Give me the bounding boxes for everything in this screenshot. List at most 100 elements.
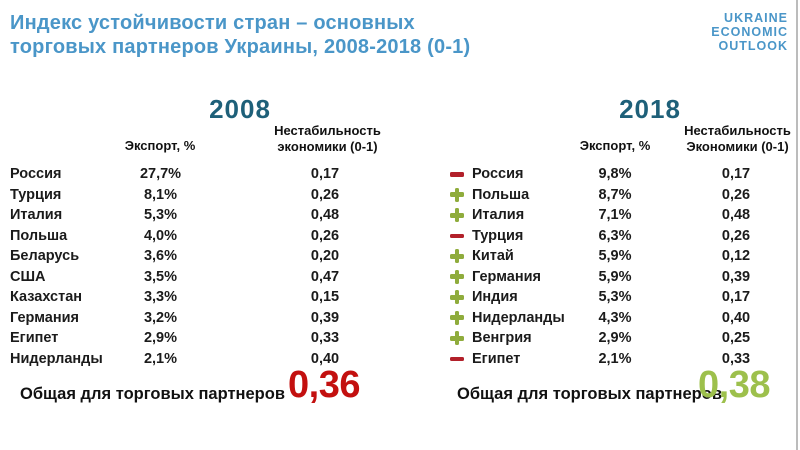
cell-instability: 0,17 — [721, 289, 751, 306]
cell-instability: 0,15 — [310, 289, 340, 306]
cell-country: Турция — [472, 227, 524, 244]
cell-export: 5,3% — [598, 289, 632, 306]
cell-export: 8,7% — [598, 186, 632, 203]
cell-export: 2,9% — [143, 330, 178, 347]
cell-export: 8,1% — [143, 186, 178, 203]
minus-icon — [450, 167, 464, 181]
logo-line-1: UKRAINE — [724, 11, 788, 25]
cell-country: Казахстан — [10, 289, 83, 306]
plus-icon — [450, 331, 464, 346]
cell-instability: 0,17 — [310, 166, 340, 183]
cell-instability: 0,20 — [310, 248, 340, 265]
cell-instability: 0,26 — [310, 186, 340, 203]
table-row: Италия 5,3% 0,48 — [10, 205, 402, 226]
cell-country: Польша — [472, 186, 530, 203]
slide-right-edge — [796, 0, 798, 450]
logo-line-2: ECONOMIC — [711, 25, 788, 39]
table-row: Китай 5,9% 0,12 — [450, 246, 796, 267]
cell-instability: 0,33 — [721, 350, 751, 367]
cell-export: 27,7% — [139, 166, 182, 183]
cell-instability: 0,17 — [721, 166, 751, 183]
table-row: Казахстан 3,3% 0,15 — [10, 287, 402, 308]
table-row: Турция 6,3% 0,26 — [450, 226, 796, 247]
cell-export: 3,5% — [143, 268, 178, 285]
cell-country: Германия — [472, 268, 541, 285]
cell-country: Россия — [472, 166, 524, 183]
cell-country: Нидерланды — [10, 350, 103, 367]
table-row: Египет 2,1% 0,33 — [450, 349, 796, 370]
cell-instability: 0,47 — [310, 268, 340, 285]
cell-country: Египет — [472, 350, 521, 367]
cell-export: 2,1% — [143, 350, 178, 367]
cell-instability: 0,39 — [310, 309, 340, 326]
table-row: Беларусь 3,6% 0,20 — [10, 246, 402, 267]
column-header-instability: Нестабильность экономики (0-1) — [274, 123, 381, 154]
table-2008: 2008 Экспорт, % Нестабильность экономики… — [10, 94, 402, 406]
cell-instability: 0,39 — [721, 268, 751, 285]
cell-export: 4,0% — [143, 227, 178, 244]
cell-instability: 0,40 — [310, 350, 340, 367]
cell-country: Китай — [472, 248, 514, 265]
table-row: Германия 5,9% 0,39 — [450, 267, 796, 288]
table-row: Египет 2,9% 0,33 — [10, 328, 402, 349]
column-header-instability: Нестабильность Экономики (0-1) — [684, 123, 791, 154]
cell-country: Германия — [10, 309, 79, 326]
cell-instability: 0,40 — [721, 309, 751, 326]
plus-icon — [450, 249, 464, 264]
cell-country: Венгрия — [472, 330, 532, 347]
title-line-1: Индекс устойчивости стран – основных — [10, 12, 415, 34]
table-row: Россия 9,8% 0,17 — [450, 164, 796, 185]
cell-export: 7,1% — [598, 207, 632, 224]
table-row: Германия 3,2% 0,39 — [10, 308, 402, 329]
total-value-2008: 0,36 — [288, 364, 360, 406]
cell-export: 4,3% — [598, 309, 632, 326]
page-title: Индекс устойчивости стран – основных тор… — [10, 11, 470, 59]
table-row: Нидерланды 2,1% 0,40 — [10, 349, 402, 370]
plus-icon — [450, 269, 464, 284]
table-row: Нидерланды 4,3% 0,40 — [450, 308, 796, 329]
cell-country: Италия — [472, 207, 525, 224]
cell-country: Турция — [10, 186, 62, 203]
column-header-export: Экспорт, % — [579, 138, 651, 153]
cell-country: Египет — [10, 330, 59, 347]
cell-country: Нидерланды — [472, 309, 565, 326]
table-row: Польша 4,0% 0,26 — [10, 226, 402, 247]
minus-icon — [450, 229, 464, 243]
cell-instability: 0,26 — [721, 227, 751, 244]
cell-export: 5,9% — [598, 268, 632, 285]
cell-export: 3,6% — [143, 248, 178, 265]
table-row: Индия 5,3% 0,17 — [450, 287, 796, 308]
cell-country: Беларусь — [10, 248, 80, 265]
table-row: Венгрия 2,9% 0,25 — [450, 328, 796, 349]
cell-country: Польша — [10, 227, 68, 244]
cell-country: Россия — [10, 166, 62, 183]
cell-instability: 0,33 — [310, 330, 340, 347]
table-row: США 3,5% 0,47 — [10, 267, 402, 288]
total-label-2018: Общая для торговых партнеров — [457, 385, 722, 403]
total-label-2008: Общая для торговых партнеров — [20, 385, 285, 403]
cell-export: 9,8% — [598, 166, 632, 183]
table-row: Россия 27,7% 0,17 — [10, 164, 402, 185]
cell-instability: 0,25 — [721, 330, 751, 347]
cell-country: США — [10, 268, 46, 285]
cell-export: 5,9% — [598, 248, 632, 265]
cell-instability: 0,26 — [310, 227, 340, 244]
cell-instability: 0,48 — [310, 207, 340, 224]
year-heading-2018: 2018 — [619, 94, 681, 124]
table-rows-2018: Россия 9,8% 0,17 Польша 8,7% 0,26 Италия 7,1% 0,… — [450, 164, 796, 369]
cell-export: 3,3% — [143, 289, 178, 306]
cell-country: Индия — [472, 289, 518, 306]
plus-icon — [450, 208, 464, 223]
cell-instability: 0,48 — [721, 207, 751, 224]
table-rows-2008: Россия 27,7% 0,17 Турция 8,1% 0,26 Италия 5,3% 0… — [10, 164, 402, 369]
cell-country: Италия — [10, 207, 63, 224]
total-value-2018: 0,38 — [698, 364, 770, 406]
cell-instability: 0,26 — [721, 186, 751, 203]
cell-export: 5,3% — [143, 207, 178, 224]
plus-icon — [450, 310, 464, 325]
plus-icon — [450, 187, 464, 202]
cell-export: 2,1% — [598, 350, 632, 367]
minus-icon — [450, 352, 464, 366]
cell-export: 2,9% — [598, 330, 632, 347]
